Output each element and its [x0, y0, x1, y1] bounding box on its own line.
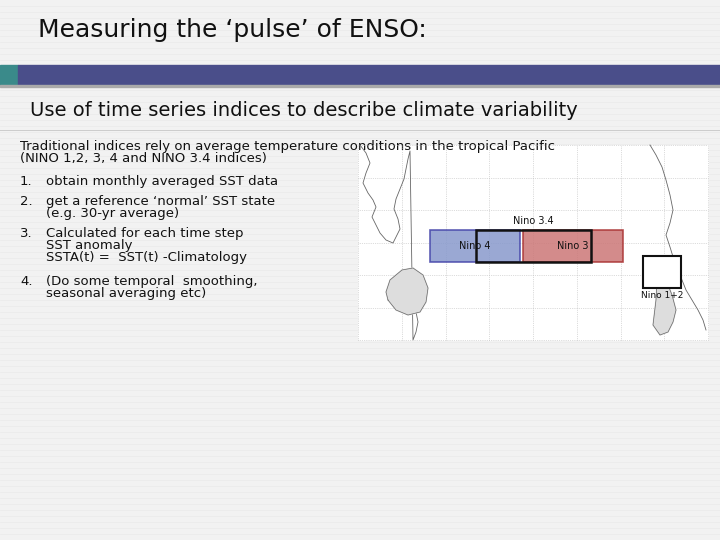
Text: 3.: 3. [20, 227, 32, 240]
Text: Nino 3: Nino 3 [557, 241, 589, 251]
Bar [430, 230, 520, 262]
Text: Nino 3.4: Nino 3.4 [513, 216, 554, 226]
Text: SSTA(t) =  SST(t) -Climatology: SSTA(t) = SST(t) -Climatology [46, 251, 247, 264]
Polygon shape [386, 268, 428, 315]
Text: SST anomaly: SST anomaly [46, 239, 132, 252]
Text: 4.: 4. [20, 275, 32, 288]
Text: Measuring the ‘pulse’ of ENSO:: Measuring the ‘pulse’ of ENSO: [38, 18, 427, 42]
Text: Nino 1+2: Nino 1+2 [641, 291, 683, 300]
Text: (NINO 1,2, 3, 4 and NINO 3.4 indices): (NINO 1,2, 3, 4 and NINO 3.4 indices) [20, 152, 267, 165]
Text: obtain monthly averaged SST data: obtain monthly averaged SST data [46, 175, 278, 188]
Text: Calculated for each time step: Calculated for each time step [46, 227, 243, 240]
Polygon shape [653, 265, 676, 335]
Bar [0, 85, 720, 87]
Text: Use of time series indices to describe climate variability: Use of time series indices to describe c… [30, 100, 577, 119]
Bar [643, 256, 681, 288]
Bar [0, 65, 18, 85]
Text: get a reference ‘normal’ SST state: get a reference ‘normal’ SST state [46, 195, 275, 208]
Text: 2.: 2. [20, 195, 32, 208]
Bar [18, 65, 720, 85]
Text: (e.g. 30-yr average): (e.g. 30-yr average) [46, 207, 179, 220]
Bar [358, 145, 708, 340]
Text: (Do some temporal  smoothing,: (Do some temporal smoothing, [46, 275, 258, 288]
Text: 1.: 1. [20, 175, 32, 188]
Bar [358, 145, 708, 340]
Text: Traditional indices rely on average temperature conditions in the tropical Pacif: Traditional indices rely on average temp… [20, 140, 555, 153]
Bar [523, 230, 623, 262]
Text: seasonal averaging etc): seasonal averaging etc) [46, 287, 206, 300]
Bar [476, 230, 591, 262]
Text: Nino 4: Nino 4 [459, 241, 491, 251]
